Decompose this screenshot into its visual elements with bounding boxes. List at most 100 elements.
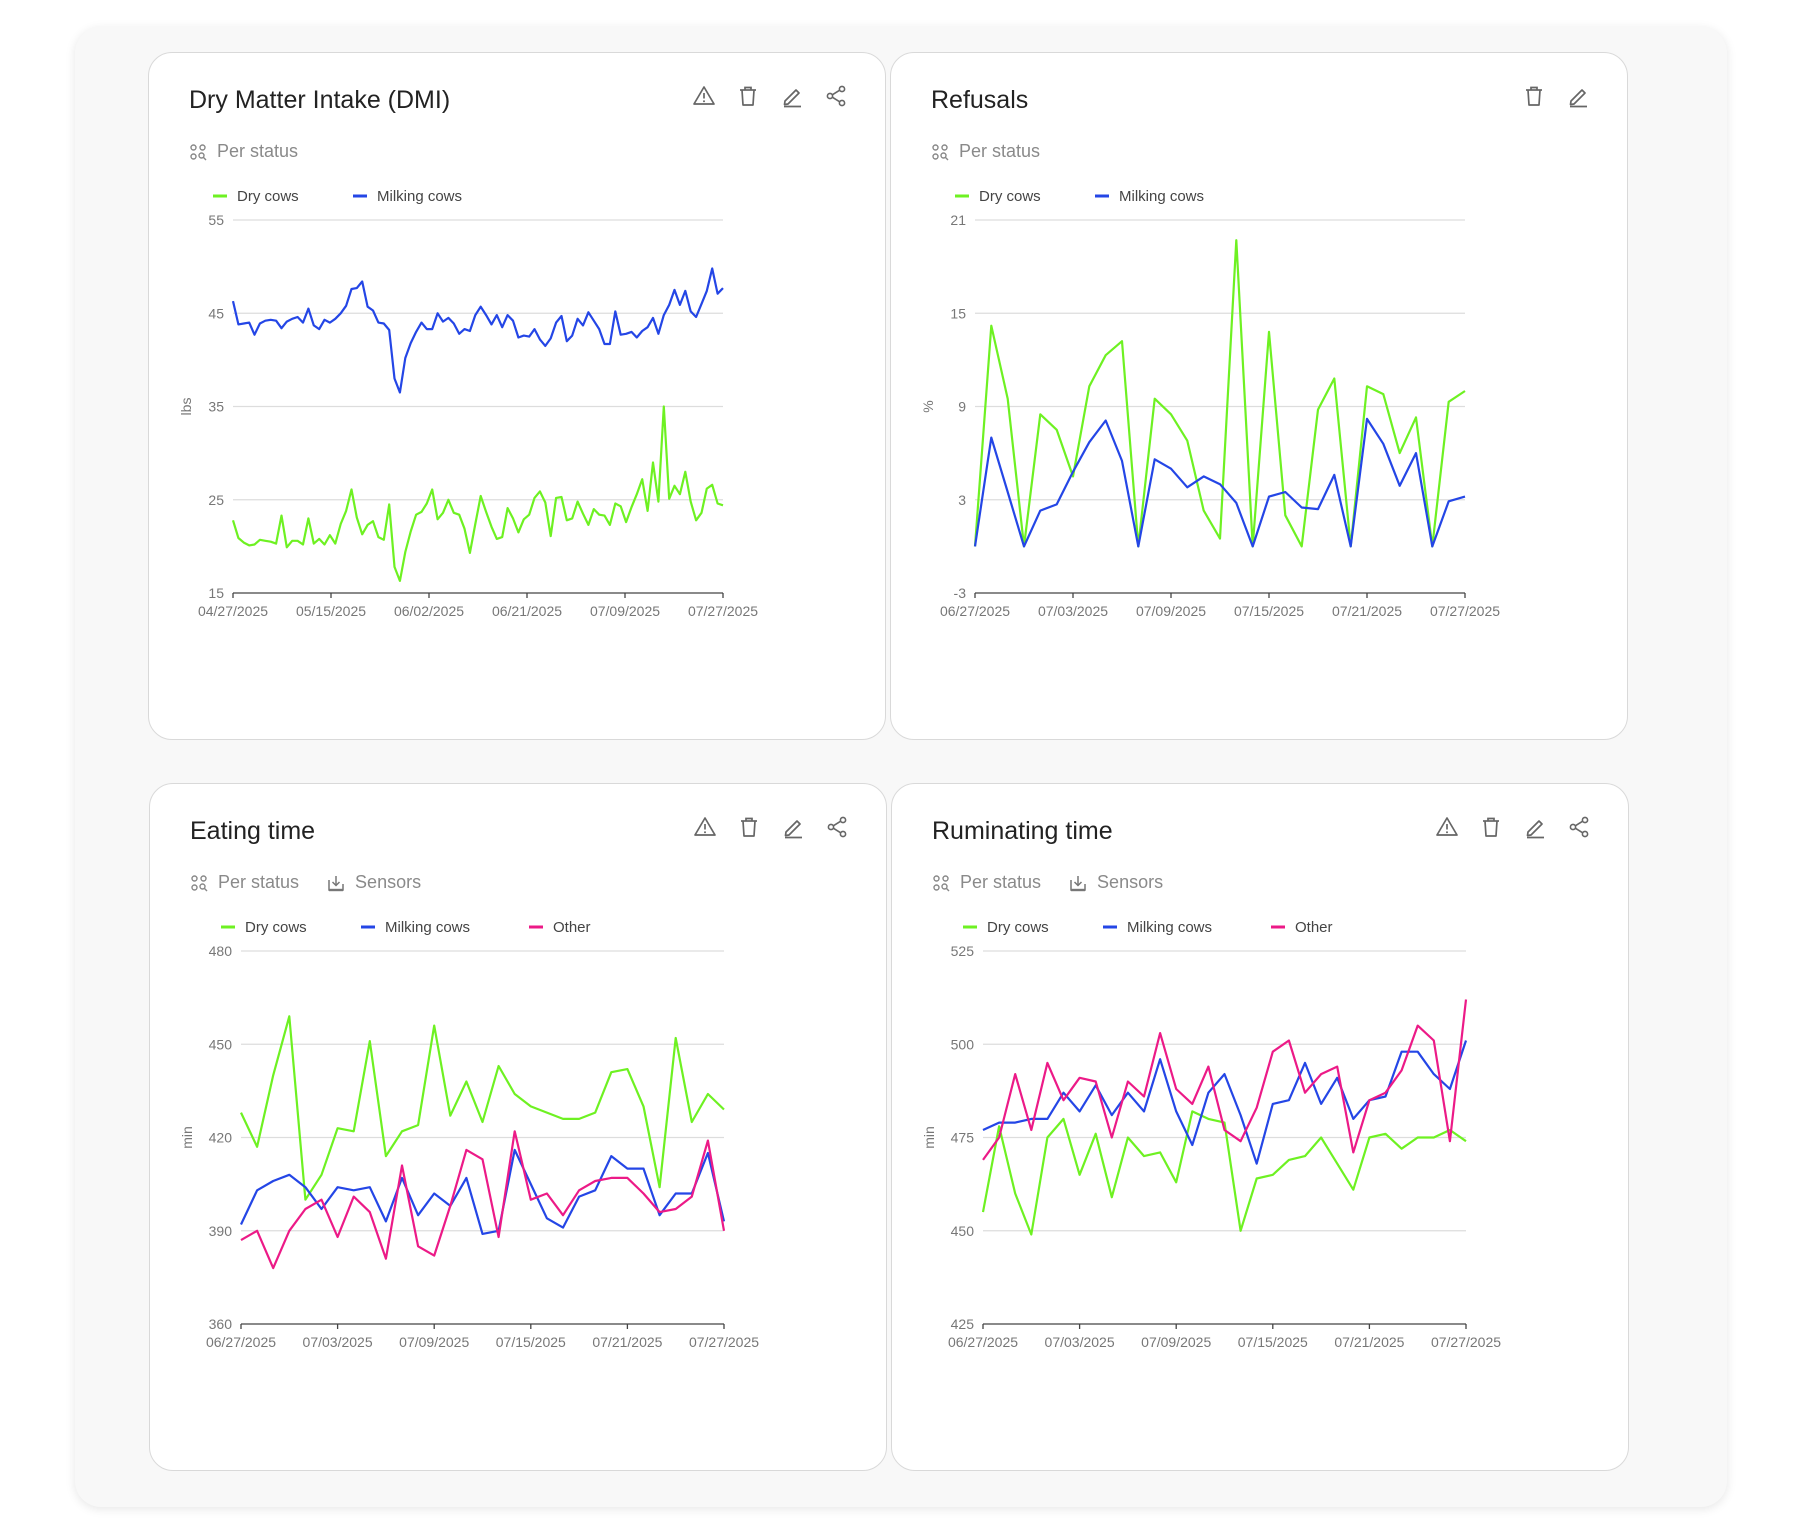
legend-label[interactable]: Dry cows (987, 919, 1049, 936)
card-filters: Per status Sensors (932, 872, 1163, 893)
legend-label[interactable]: Other (1295, 919, 1333, 936)
x-tick-label: 07/09/2025 (399, 1334, 469, 1350)
series-line-dry-cows (973, 239, 1466, 548)
series-line-milking-cows (240, 1148, 726, 1235)
filter-per-status[interactable]: Per status (190, 872, 299, 893)
filter-label: Per status (959, 141, 1041, 161)
share-button[interactable] (1564, 814, 1594, 844)
delete-button[interactable] (1519, 83, 1549, 113)
legend-label[interactable]: Milking cows (385, 919, 470, 936)
y-tick-label: 525 (951, 943, 975, 959)
line-chart: 425 450 475 500 525 06/27/2025 07/03/2025 07/09… (921, 919, 1501, 1350)
sensor-icon (327, 874, 345, 892)
card-filters: Per status (931, 141, 1040, 162)
x-tick-label: 06/27/2025 (948, 1334, 1018, 1350)
trash-icon (1479, 815, 1503, 844)
x-tick-label: 07/27/2025 (1430, 603, 1500, 619)
group-status-icon (189, 143, 207, 161)
legend-label[interactable]: Dry cows (979, 188, 1041, 205)
y-tick-label: 55 (208, 212, 224, 228)
y-tick-label: 480 (209, 943, 233, 959)
warning-icon (693, 815, 717, 844)
legend-label[interactable]: Milking cows (377, 188, 462, 205)
card-filters: Per status (189, 141, 298, 162)
group-status-icon (190, 874, 208, 892)
pencil-icon (781, 815, 805, 844)
y-tick-label: 360 (209, 1316, 233, 1332)
share-icon (825, 815, 849, 844)
y-axis-label: % (920, 400, 936, 412)
y-tick-label: 21 (950, 212, 966, 228)
filter-label: Per status (218, 872, 300, 892)
delete-button[interactable] (733, 83, 763, 113)
series-line-milking-cows (982, 1040, 1468, 1165)
card-title: Ruminating time (932, 817, 1113, 845)
series-line-dry-cows (231, 405, 724, 583)
x-tick-label: 07/09/2025 (590, 603, 660, 619)
filter-per-status[interactable]: Per status (931, 141, 1040, 162)
series-line-other (240, 1130, 726, 1270)
delete-button[interactable] (734, 814, 764, 844)
share-button[interactable] (822, 814, 852, 844)
card-title: Eating time (190, 817, 316, 845)
dashboard: Dry Matter Intake (DMI) Per status 15 25 35 4… (75, 27, 1727, 1507)
x-tick-label: 07/27/2025 (1431, 1334, 1501, 1350)
warning-icon (1435, 815, 1459, 844)
filter-sensors[interactable]: Sensors (327, 872, 421, 893)
x-tick-label: 07/03/2025 (1045, 1334, 1115, 1350)
share-icon (824, 84, 848, 113)
pencil-icon (780, 84, 804, 113)
x-tick-label: 07/03/2025 (303, 1334, 373, 1350)
filter-label: Per status (217, 141, 299, 161)
edit-button[interactable] (1520, 814, 1550, 844)
legend-label[interactable]: Dry cows (245, 919, 307, 936)
y-tick-label: 450 (209, 1036, 233, 1052)
series-line-milking-cows (973, 417, 1466, 548)
warning-button[interactable] (1432, 814, 1462, 844)
y-axis-label: min (179, 1126, 195, 1149)
x-tick-label: 04/27/2025 (198, 603, 268, 619)
y-tick-label: 25 (208, 492, 224, 508)
card-filters: Per status Sensors (190, 872, 421, 893)
warning-button[interactable] (689, 83, 719, 113)
edit-button[interactable] (778, 814, 808, 844)
series-line-other (982, 999, 1468, 1161)
filter-label: Sensors (355, 872, 422, 892)
legend-label[interactable]: Other (553, 919, 591, 936)
y-tick-label: 9 (958, 399, 966, 415)
warning-button[interactable] (690, 814, 720, 844)
series-line-dry-cows (240, 1015, 725, 1201)
edit-button[interactable] (777, 83, 807, 113)
group-status-icon (931, 143, 949, 161)
filter-per-status[interactable]: Per status (932, 872, 1041, 893)
legend-label[interactable]: Milking cows (1127, 919, 1212, 936)
x-tick-label: 07/09/2025 (1141, 1334, 1211, 1350)
x-tick-label: 06/02/2025 (394, 603, 464, 619)
filter-sensors[interactable]: Sensors (1069, 872, 1163, 893)
x-tick-label: 06/21/2025 (492, 603, 562, 619)
legend-label[interactable]: Dry cows (237, 188, 299, 205)
x-tick-label: 06/27/2025 (206, 1334, 276, 1350)
edit-button[interactable] (1563, 83, 1593, 113)
sensor-icon (1069, 874, 1087, 892)
refusals-card: Refusals Per status -3 3 9 15 21 06/27/2025 07/0… (890, 52, 1628, 740)
y-tick-label: 450 (951, 1223, 975, 1239)
card-title: Dry Matter Intake (DMI) (189, 86, 451, 114)
card-actions (689, 83, 851, 113)
x-tick-label: 07/15/2025 (496, 1334, 566, 1350)
card-title: Refusals (931, 86, 1029, 114)
x-tick-label: 07/03/2025 (1038, 603, 1108, 619)
y-tick-label: 3 (958, 492, 966, 508)
x-tick-label: 07/21/2025 (1334, 1334, 1404, 1350)
pencil-icon (1523, 815, 1547, 844)
filter-label: Per status (960, 872, 1042, 892)
y-tick-label: 425 (951, 1316, 975, 1332)
delete-button[interactable] (1476, 814, 1506, 844)
y-tick-label: 390 (209, 1223, 233, 1239)
line-chart: 15 25 35 45 55 04/27/2025 05/15/2025 06/02/2025… (178, 188, 758, 619)
filter-per-status[interactable]: Per status (189, 141, 298, 162)
x-tick-label: 07/27/2025 (689, 1334, 759, 1350)
share-button[interactable] (821, 83, 851, 113)
legend-label[interactable]: Milking cows (1119, 188, 1204, 205)
x-tick-label: 07/21/2025 (1332, 603, 1402, 619)
